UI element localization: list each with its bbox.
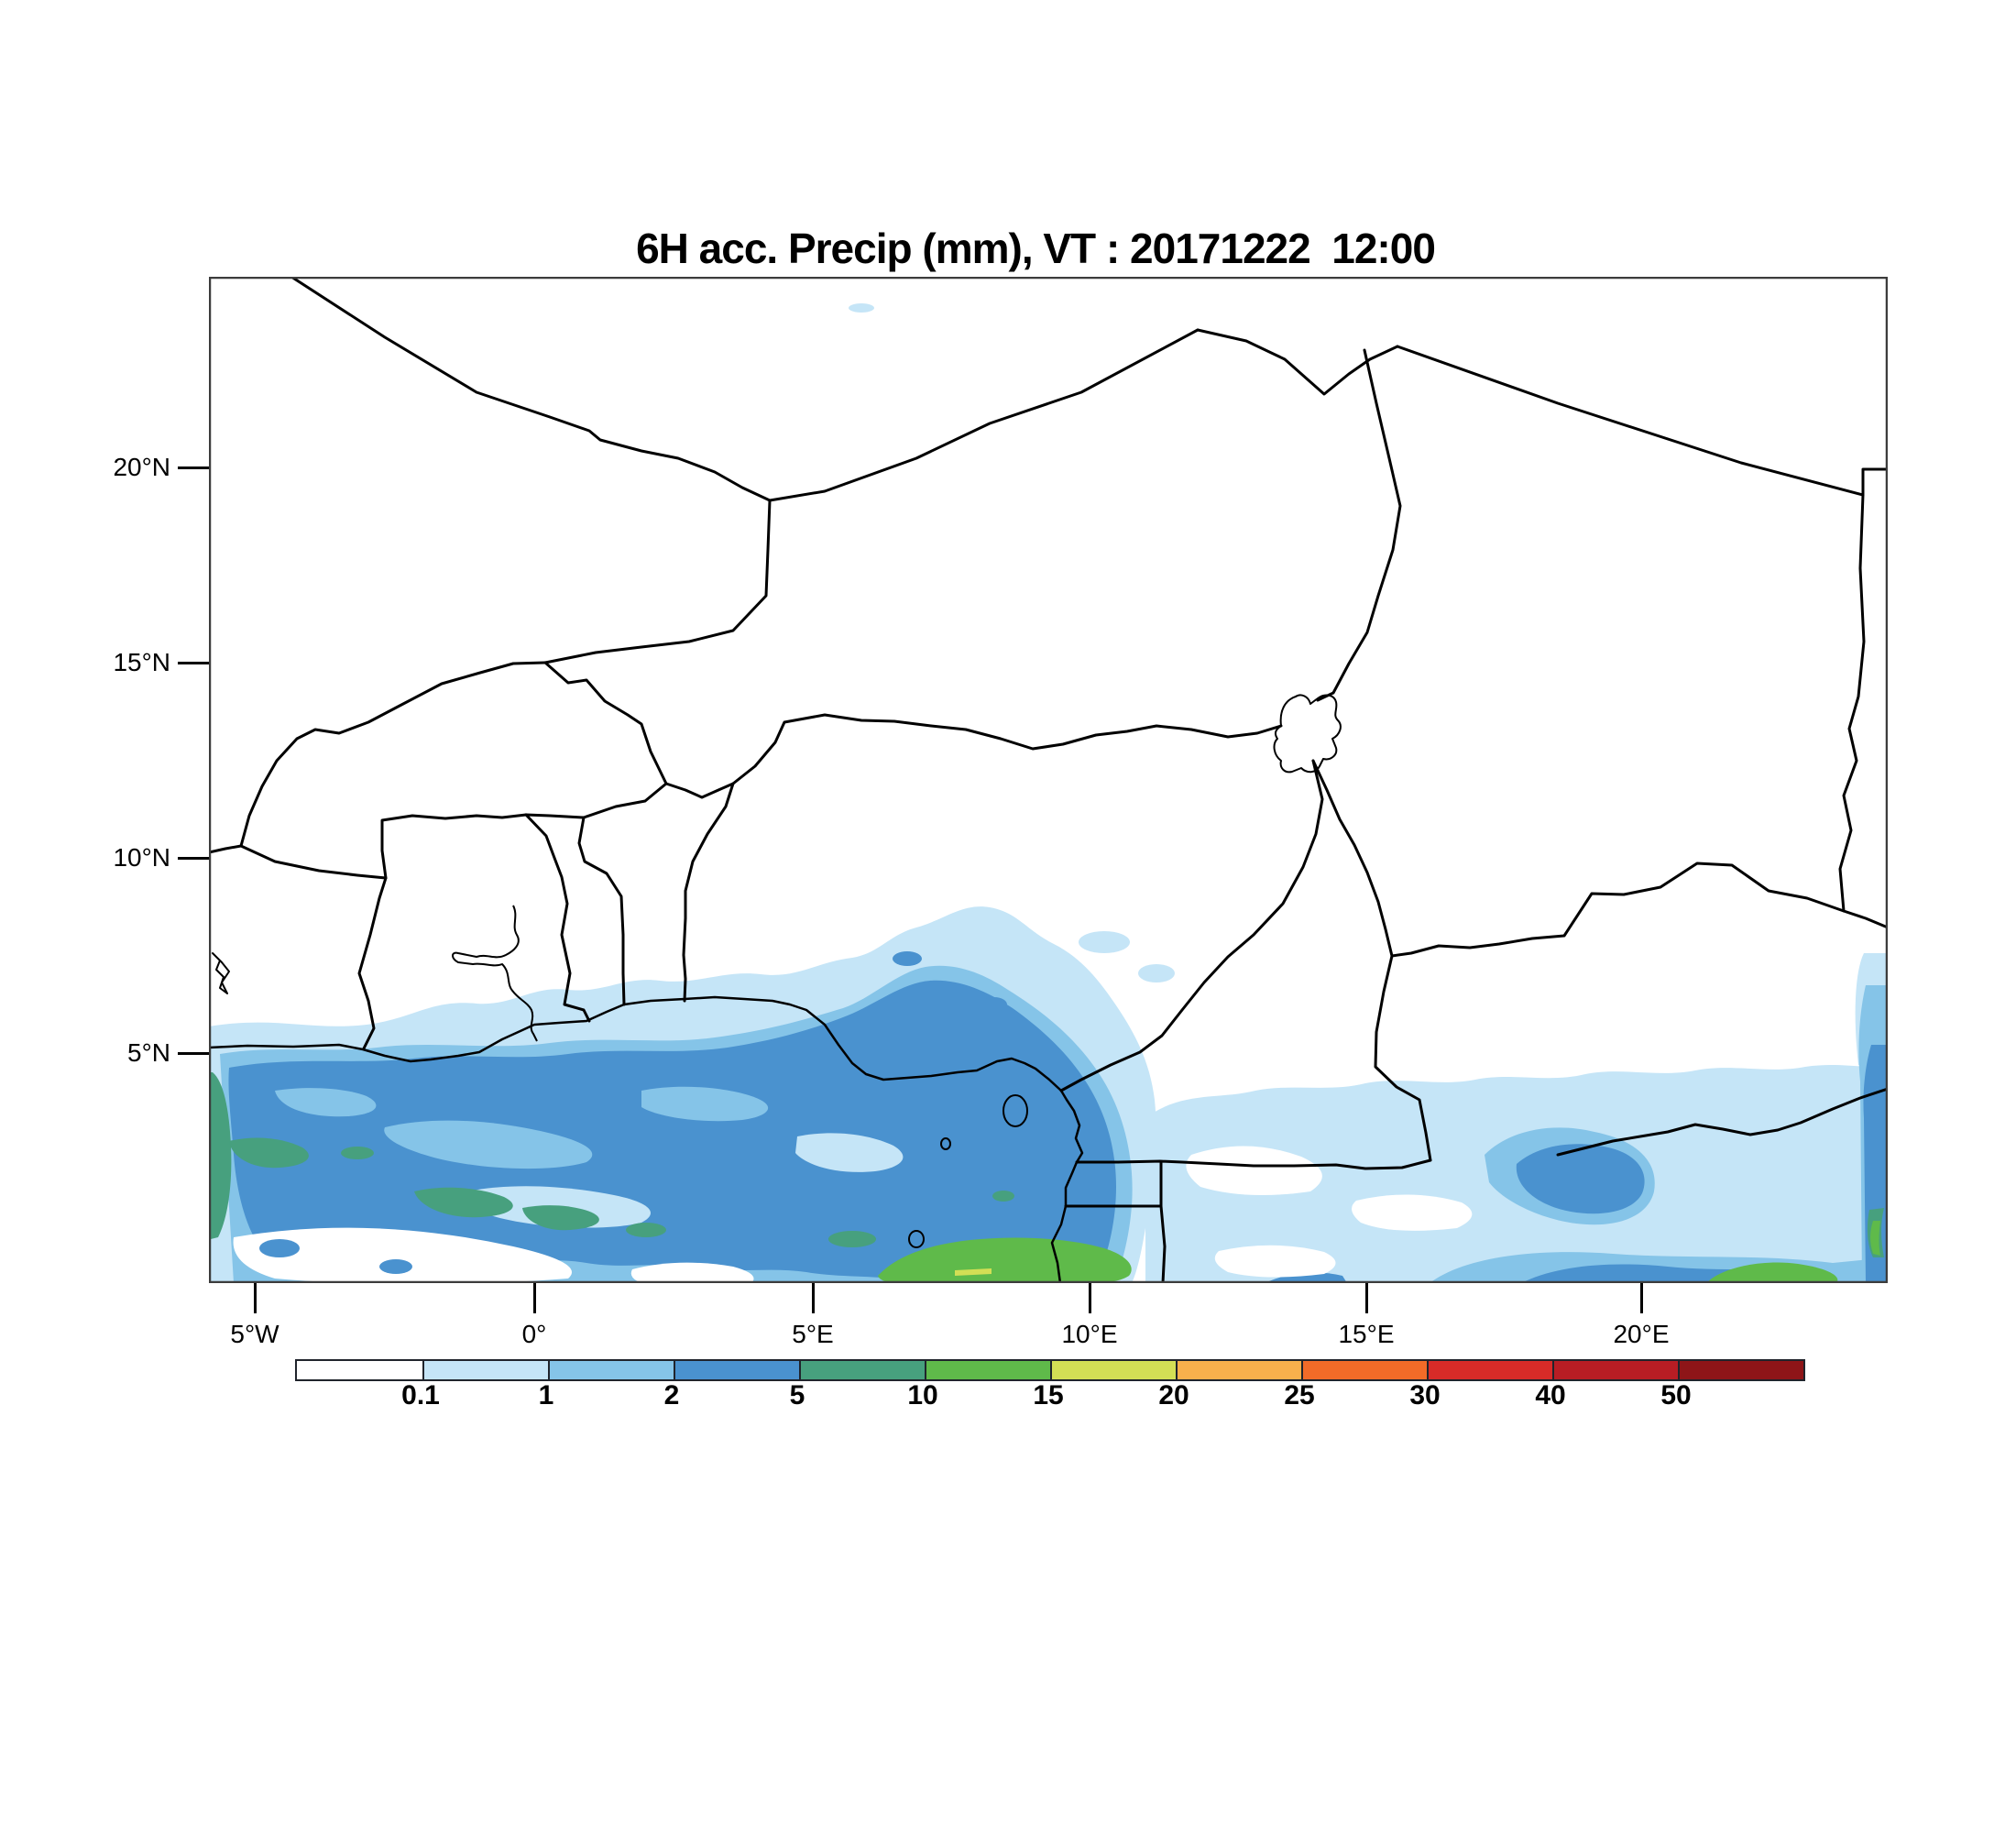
border-mali-niger	[543, 499, 772, 664]
lat-tick-label: 20°N	[113, 453, 170, 481]
colorbar-segment	[1301, 1361, 1427, 1379]
colorbar-tick-label: 20	[1158, 1380, 1189, 1410]
colorbar-tick-label: 25	[1284, 1380, 1315, 1410]
lon-tick-label: 5°E	[792, 1320, 834, 1348]
colorbar-tick-label: 5	[789, 1380, 805, 1410]
precip-texture-lenses	[275, 1086, 904, 1228]
border-niger-libya	[1196, 328, 1399, 396]
border-ivorycoast-ghana	[357, 876, 388, 1050]
border-benin-nigeria	[682, 782, 735, 1003]
colorbar-tick-label: 50	[1660, 1380, 1692, 1410]
lat-tick-label: 10°N	[113, 843, 170, 872]
lon-tick-mark	[533, 1283, 536, 1313]
coastline-gulf-of-guinea	[209, 995, 1084, 1283]
colorbar-segment	[925, 1361, 1050, 1379]
colorbar-segment	[1678, 1361, 1803, 1379]
border-cameroon-car	[1374, 954, 1432, 1162]
border-libya-egypt-step	[1861, 467, 1888, 497]
border-burkina-ghana	[380, 813, 528, 880]
colorbar-segment	[1427, 1361, 1552, 1379]
precip-layer-15-20mm	[955, 1268, 992, 1276]
border-chad-car	[1390, 862, 1846, 958]
ivorycoast-lagoon	[212, 952, 230, 994]
principe-island	[940, 1137, 951, 1150]
colorbar-tick-label: 2	[663, 1380, 680, 1410]
lon-tick-mark	[812, 1283, 815, 1313]
lat-tick-mark	[178, 1052, 209, 1055]
precip-white-gaps	[233, 1146, 1473, 1283]
colorbar-tick-label: 0.1	[401, 1380, 440, 1410]
colorbar-segment	[1176, 1361, 1301, 1379]
lat-tick-mark	[178, 662, 209, 664]
lon-tick-label: 20°E	[1613, 1320, 1670, 1348]
border-burkina-west	[239, 661, 547, 848]
lon-tick-mark	[254, 1283, 257, 1313]
colorbar-segment	[422, 1361, 548, 1379]
border-eqguinea-gabon	[1064, 1160, 1167, 1283]
lake-chad	[1273, 694, 1342, 774]
lon-tick-label: 0°	[521, 1320, 547, 1348]
map-frame	[209, 277, 1888, 1283]
lon-tick-label: 15°E	[1338, 1320, 1395, 1348]
border-chad-cameroon	[1311, 759, 1394, 958]
colorbar-tick-label: 40	[1535, 1380, 1566, 1410]
border-algeria-niger	[768, 328, 1200, 502]
colorbar-segment	[799, 1361, 925, 1379]
precipitation-map	[209, 277, 1888, 1283]
lon-tick-mark	[1640, 1283, 1643, 1313]
colorbar	[295, 1359, 1805, 1381]
colorbar-tick-label: 15	[1033, 1380, 1064, 1410]
precip-scattered-cells	[259, 951, 1007, 1274]
border-niger-benin	[664, 782, 735, 799]
lon-tick-label: 10°E	[1061, 1320, 1118, 1348]
border-ivorycoast-burkina	[239, 844, 388, 880]
lat-tick-mark	[178, 466, 209, 469]
border-ghana-togo	[524, 813, 591, 1023]
sao-tome-island	[908, 1230, 925, 1248]
lat-tick-mark	[178, 857, 209, 860]
lon-tick-label: 5°W	[230, 1320, 279, 1348]
border-burkina-togo-benin	[524, 782, 668, 819]
border-niger-nigeria	[731, 713, 1283, 785]
colorbar-segment	[674, 1361, 799, 1379]
colorbar-segment	[548, 1361, 674, 1379]
lat-tick-label: 15°N	[113, 648, 170, 676]
border-chad-sudan	[1838, 493, 1888, 929]
precip-layer-5-10mm	[211, 1072, 1884, 1257]
border-algeria-mali	[290, 277, 772, 502]
border-burkina-niger	[543, 661, 668, 785]
plot-title: 6H acc. Precip (mm), VT : 20171222 12:00	[636, 225, 1436, 272]
border-nigeria-cameroon	[1059, 759, 1324, 1092]
colorbar-segment	[1552, 1361, 1678, 1379]
border-niger-chad	[1316, 348, 1402, 702]
colorbar-tick-label: 1	[538, 1380, 554, 1410]
colorbar-segment	[1050, 1361, 1176, 1379]
country-borders	[209, 277, 1888, 1283]
border-cameroon-congo	[1075, 1158, 1432, 1170]
colorbar-segment	[297, 1361, 422, 1379]
lon-tick-mark	[1089, 1283, 1091, 1313]
lon-tick-mark	[1365, 1283, 1368, 1313]
bioko-island	[1003, 1094, 1028, 1127]
colorbar-tick-label: 10	[907, 1380, 938, 1410]
lat-tick-label: 5°N	[127, 1038, 170, 1067]
border-libya-chad	[1396, 345, 1865, 497]
colorbar-tick-label: 30	[1409, 1380, 1441, 1410]
border-togo-benin	[577, 816, 626, 1006]
lake-volta	[452, 905, 538, 1042]
precip-layer-10-15mm	[878, 1221, 1880, 1283]
lakes-and-islands	[212, 694, 1342, 1248]
border-car-drc	[1556, 1087, 1888, 1157]
border-mali-ivorycoast	[209, 844, 243, 854]
